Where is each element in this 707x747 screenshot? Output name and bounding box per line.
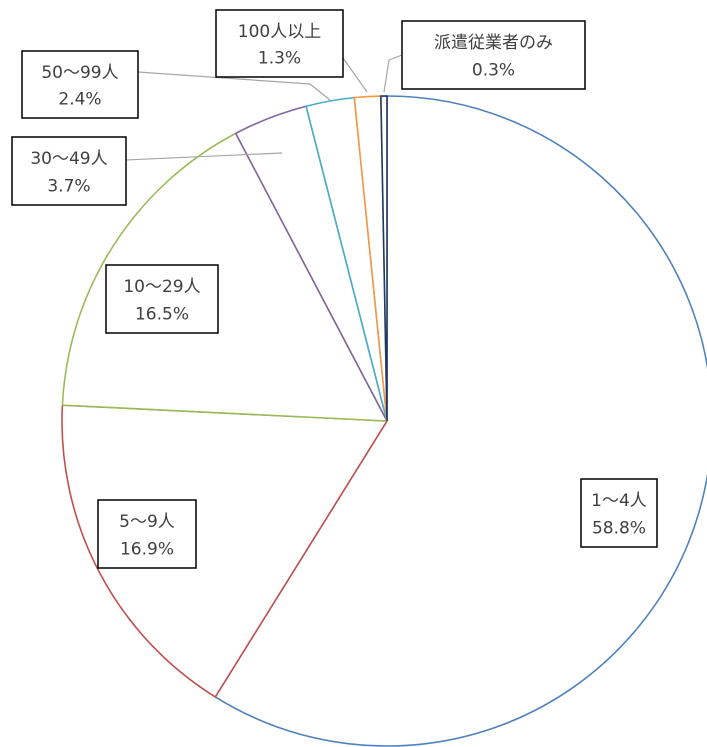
data-label-box bbox=[401, 20, 586, 90]
category-label: 10～29人 bbox=[123, 277, 200, 297]
leader-line bbox=[383, 54, 403, 93]
leader-line bbox=[125, 152, 283, 161]
data-label-box bbox=[21, 50, 139, 119]
leader-line bbox=[137, 71, 331, 101]
pie-slice bbox=[61, 132, 389, 422]
data-labels: 1～4人 58.8% 5～9人 16.9% 10～29人 16.5% 30～49人 3.7% 5… bbox=[11, 9, 658, 569]
data-label: 5～9人 16.9% bbox=[97, 499, 197, 569]
category-label: 100人以上 bbox=[238, 22, 321, 42]
leader-line bbox=[342, 57, 368, 93]
category-label: 派遣従業者のみ bbox=[434, 33, 553, 53]
category-label: 30～49人 bbox=[30, 149, 107, 169]
pie-slice bbox=[214, 95, 707, 747]
pie-slice bbox=[380, 95, 388, 422]
percent-label: 1.3% bbox=[258, 49, 301, 69]
percent-label: 16.9% bbox=[120, 539, 174, 559]
pie-slices bbox=[61, 95, 707, 747]
data-label: 1～4人 58.8% bbox=[580, 478, 658, 548]
pie-slice bbox=[61, 404, 389, 699]
data-label-box bbox=[105, 264, 219, 334]
data-label: 50～99人 2.4% bbox=[21, 50, 139, 119]
data-label: 100人以上 1.3% bbox=[215, 9, 344, 78]
data-label-box bbox=[215, 9, 344, 78]
data-label: 派遣従業者のみ 0.3% bbox=[401, 20, 586, 90]
data-label-box bbox=[580, 478, 658, 548]
percent-label: 2.4% bbox=[58, 90, 101, 110]
data-label-box bbox=[97, 499, 197, 569]
data-label: 10～29人 16.5% bbox=[105, 264, 219, 334]
category-label: 1～4人 bbox=[591, 491, 647, 511]
percent-label: 3.7% bbox=[47, 176, 90, 196]
data-label: 30～49人 3.7% bbox=[11, 136, 127, 206]
category-label: 5～9人 bbox=[119, 512, 175, 532]
percent-label: 58.8% bbox=[592, 518, 646, 538]
data-label-box bbox=[11, 136, 127, 206]
percent-label: 0.3% bbox=[472, 60, 515, 80]
percent-label: 16.5% bbox=[135, 304, 189, 324]
category-label: 50～99人 bbox=[41, 63, 118, 83]
leader-lines bbox=[125, 54, 403, 161]
